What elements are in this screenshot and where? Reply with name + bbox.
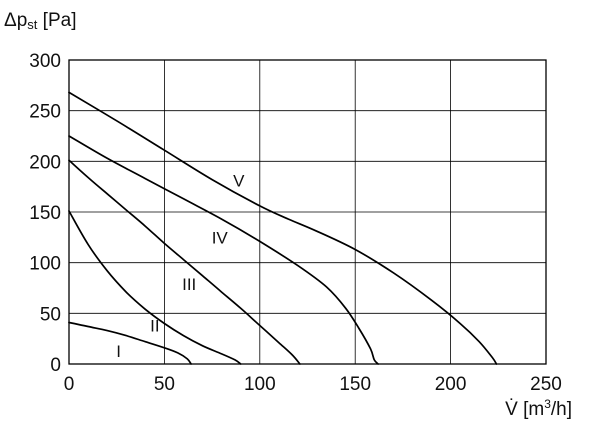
curve-iii — [68, 159, 301, 365]
y-tick-label: 100 — [29, 254, 61, 275]
y-tick-label: 300 — [29, 51, 61, 72]
curve-i — [68, 321, 192, 365]
y-axis-title: Δpst [Pa] — [4, 10, 76, 32]
curve-v — [68, 91, 498, 365]
x-axis-title-main: V̇ — [505, 399, 518, 420]
curve-label-iii: III — [182, 275, 196, 294]
x-axis-title-unit-post: /h] — [551, 399, 572, 420]
y-tick-label: 250 — [29, 102, 61, 123]
x-tick-label: 200 — [435, 374, 467, 395]
y-axis-title-unit: [Pa] — [37, 10, 76, 31]
curve-label-v: V — [233, 172, 245, 191]
y-axis-title-subscript: st — [27, 17, 38, 32]
curve-label-ii: II — [150, 316, 159, 335]
x-tick-label: 250 — [530, 374, 562, 395]
x-tick-label: 150 — [339, 374, 371, 395]
curve-ii — [68, 210, 242, 365]
x-axis-title-unit-pre: [m — [518, 399, 544, 420]
tick-labels: 0 50 100 150 200 250 300 0 50 100 150 200 250 — [29, 51, 562, 395]
curve-iv — [68, 135, 379, 365]
grid — [68, 59, 547, 365]
x-tick-label: 100 — [244, 374, 276, 395]
x-axis-title: V̇ [m3/h] — [505, 397, 572, 420]
y-tick-label: 150 — [29, 203, 61, 224]
y-tick-label: 200 — [29, 152, 61, 173]
x-tick-label: 0 — [64, 374, 75, 395]
series-group — [68, 91, 498, 365]
y-tick-label: 0 — [50, 355, 61, 376]
x-axis-title-superscript: 3 — [544, 397, 551, 411]
curve-label-i: I — [116, 342, 121, 361]
curve-label-iv: IV — [212, 228, 229, 247]
x-tick-label: 50 — [154, 374, 175, 395]
y-axis-title-main: Δp — [4, 10, 27, 31]
y-tick-label: 50 — [40, 304, 61, 325]
